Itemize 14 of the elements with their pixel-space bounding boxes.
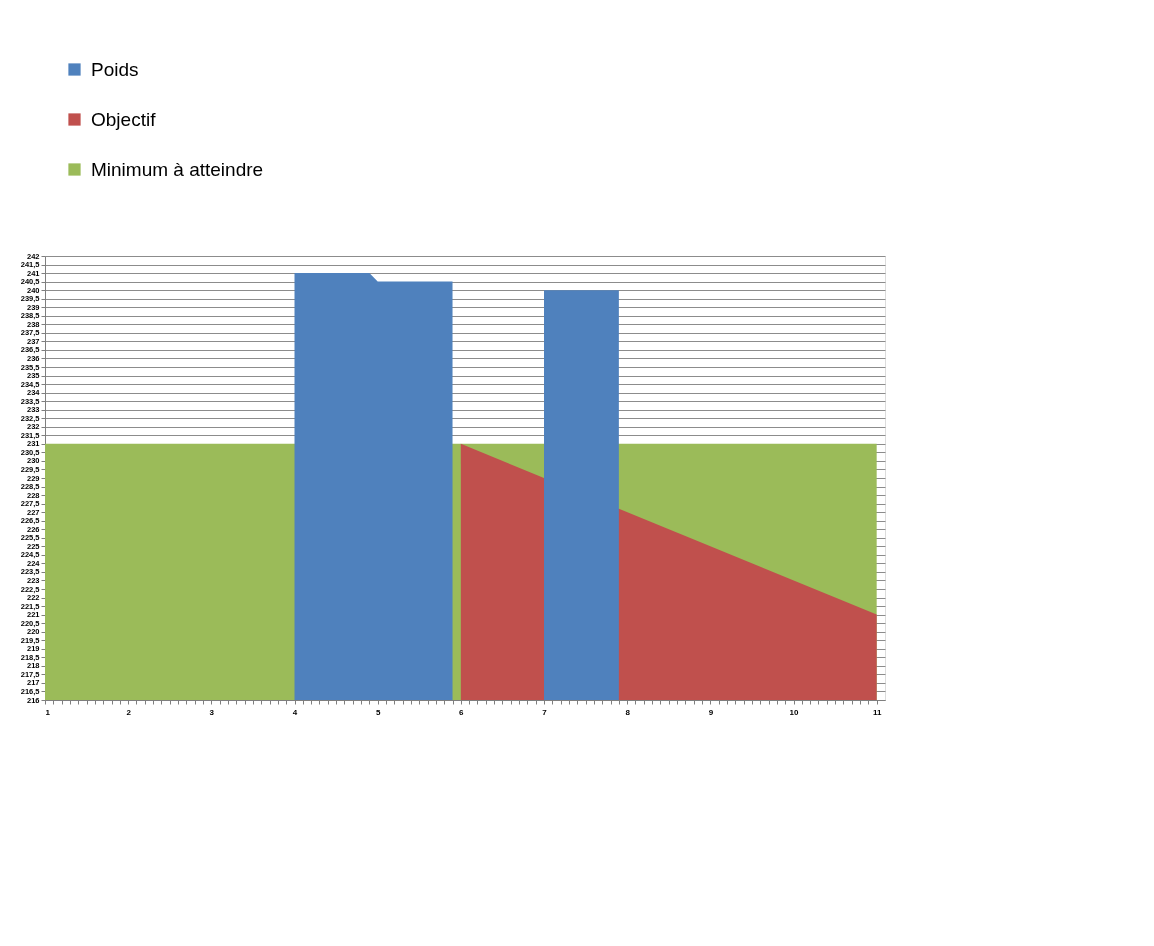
x-tick-label: 4 xyxy=(292,707,298,717)
x-tick-label: 8 xyxy=(625,707,631,717)
x-tick-label: 10 xyxy=(789,707,800,717)
legend-label: Objectif xyxy=(91,108,157,130)
x-tick-label: 2 xyxy=(126,707,132,717)
x-tick-label: 5 xyxy=(375,707,381,717)
legend-label: Poids xyxy=(91,58,139,80)
x-tick-label: 7 xyxy=(542,707,548,717)
x-tick-label: 6 xyxy=(459,707,465,717)
x-tick-label: 3 xyxy=(209,707,215,717)
x-tick-label: 1 xyxy=(45,707,51,717)
legend-label: Minimum à atteindre xyxy=(91,158,264,180)
x-tick-label: 11 xyxy=(872,707,882,717)
x-tick-label: 9 xyxy=(708,707,714,717)
